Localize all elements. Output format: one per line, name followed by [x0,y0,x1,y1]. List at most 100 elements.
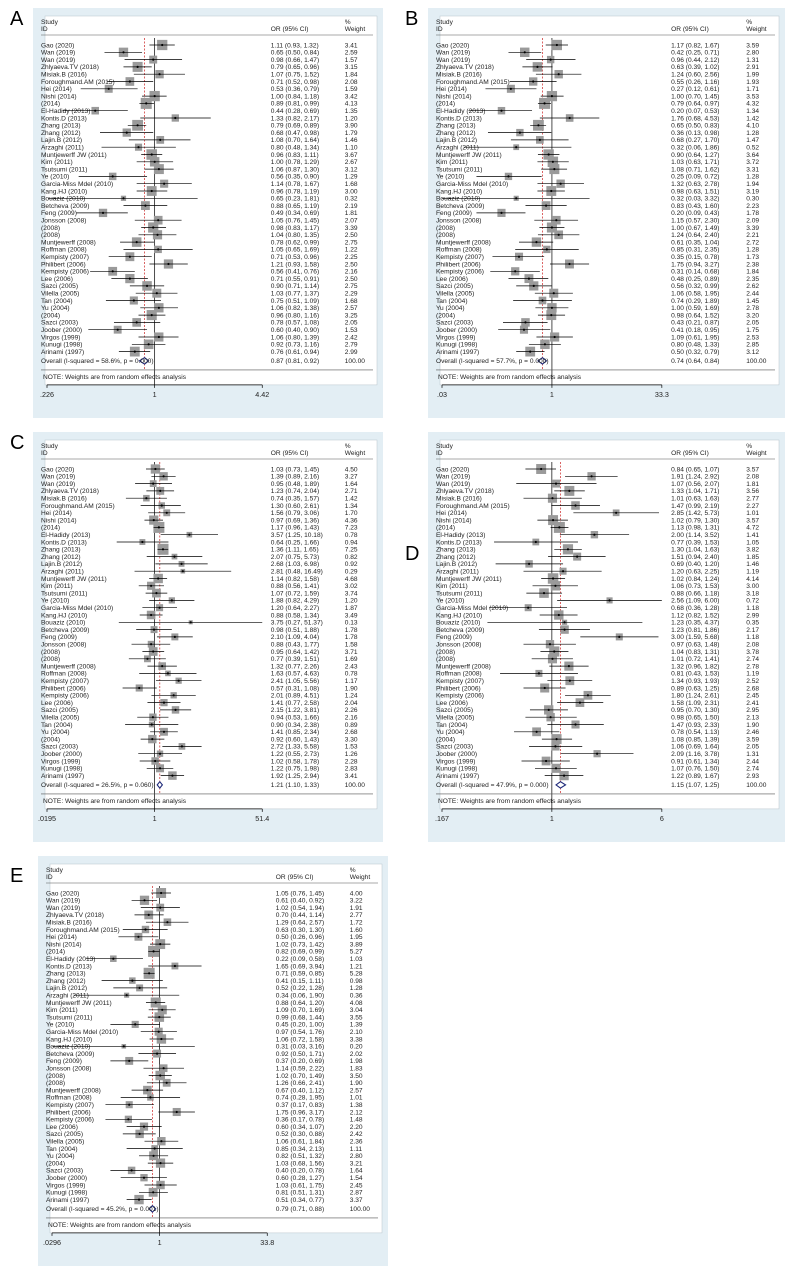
weight-value: 2.80 [746,50,759,57]
point-estimate [551,577,555,580]
header-id: ID [436,450,443,457]
weight-value: 2.12 [350,1109,363,1116]
overall-label: Overall (I-squared = 47.9%, p = 0.000) [436,782,549,789]
or-ci-value: 0.85 (0.31, 2.35) [671,247,719,254]
or-ci-value: 0.98 (0.63, 1.51) [671,188,719,195]
study-label: Vilella (2005) [436,715,474,722]
or-ci-value: 0.40 (0.20, 0.78) [276,1168,324,1175]
weight-value: 1.98 [350,1058,363,1065]
weight-value: 3.64 [746,152,759,159]
weight-value: 0.29 [345,569,358,576]
study-label: El-Hadidy (2013) [436,532,485,539]
study-label: Lee (2006) [436,700,468,707]
point-estimate [173,555,176,558]
or-ci-value: 0.96 (0.80, 1.16) [271,312,319,319]
study-label: Kontis.D (2013) [41,115,87,122]
weight-value: 3.38 [350,1036,363,1043]
study-label: Zhlyaeva.TV (2018) [46,912,104,919]
point-estimate [551,657,554,660]
point-estimate [157,219,160,222]
study-label: Zhang (2013) [46,971,86,978]
weight-value: 1.05 [746,539,759,546]
weight-value: 2.09 [746,218,759,225]
or-ci-value: 2.85 (1.42, 5.73) [671,510,719,517]
or-ci-value: 1.14 (0.78, 1.67) [271,181,319,188]
study-label: (2008) [436,649,455,656]
weight-value: 0.72 [746,598,759,605]
point-estimate [553,650,556,653]
study-label: Joober (2000) [436,327,477,334]
study-label: Feng (2009) [436,634,472,641]
study-label: Misiak.B (2016) [436,72,482,79]
weight-value: 2.45 [350,1182,363,1189]
point-estimate [160,1140,163,1143]
study-label: Hei (2014) [436,86,467,93]
study-label: Lee (2006) [41,700,73,707]
weight-value: 1.38 [350,1102,363,1109]
weight-value: 0.78 [345,671,358,678]
weight-value: 1.93 [746,79,759,86]
or-ci-value: 0.76 (0.61, 0.94) [271,349,319,356]
weight-value: 2.28 [345,758,358,765]
study-label: Bouaziz (2010) [41,196,85,203]
point-estimate [159,489,162,492]
study-label: Kim (2011) [436,159,468,166]
study-label: Wan (2019) [41,57,75,64]
header-study: Study [436,19,454,26]
weight-value: 1.91 [350,905,363,912]
point-estimate [128,255,131,258]
overall-or-ci: 0.79 (0.71, 0.88) [276,1206,324,1213]
or-ci-value: 1.23 (0.81, 1.86) [671,627,719,634]
weight-value: 2.29 [345,291,358,298]
point-estimate [150,153,153,156]
point-estimate [146,657,149,660]
point-estimate [160,504,163,507]
point-estimate [161,43,164,47]
weight-value: 1.95 [350,934,363,941]
header-weight: Weight [746,450,767,457]
weight-value: 3.31 [746,166,759,173]
or-ci-value: 0.90 (0.64, 1.27) [671,152,719,159]
or-ci-value: 2.68 (1.03, 6.98) [271,561,319,568]
weight-value: 3.57 [746,517,759,524]
study-label: (2008) [41,225,60,232]
study-label: Gao (2020) [41,42,74,49]
point-estimate [142,1125,146,1128]
or-ci-value: 0.53 (0.36, 0.79) [271,86,319,93]
point-estimate [150,314,153,317]
or-ci-value: 0.90 (0.71, 1.14) [271,283,319,290]
weight-value: 2.80 [350,1153,363,1160]
study-label: Jonsson (2008) [46,1066,91,1073]
point-estimate [155,292,158,295]
panel-label-a: A [10,8,24,30]
or-ci-value: 2.01 (0.89, 4.51) [271,693,319,700]
overall-diamond [138,357,150,365]
weight-value: 1.21 [350,963,363,970]
or-ci-value: 0.74 (0.29, 1.89) [671,298,719,305]
or-ci-value: 0.95 (0.64, 1.42) [271,649,319,656]
overall-label: Overall (I-squared = 45.2%, p = 0.001) [46,1206,159,1213]
study-label: Ye (2010) [41,174,69,181]
weight-value: 0.52 [746,145,759,152]
study-label: Wan (2019) [46,905,80,912]
or-ci-value: 0.65 (0.23, 1.81) [271,196,319,203]
study-label: Sazci (2003) [436,320,473,327]
study-label: (2014) [41,101,60,108]
or-ci-value: 1.91 (1.24, 2.92) [671,474,719,481]
study-label: Wan (2019) [46,898,80,905]
study-label: Philibert (2006) [436,685,481,692]
weight-value: 2.25 [345,254,358,261]
or-ci-value: 1.13 (0.98, 1.31) [671,525,719,532]
weight-value: 1.81 [746,481,759,488]
study-label: Ye (2010) [436,598,464,605]
weight-value: 2.27 [746,503,759,510]
point-estimate [558,526,561,529]
or-ci-value: 0.41 (0.15, 1.11) [276,978,324,985]
weight-value: 1.60 [350,927,363,934]
weight-value: 1.78 [746,210,759,217]
point-estimate [153,160,156,163]
point-estimate [500,211,503,214]
point-estimate [596,752,599,755]
or-ci-value: 0.84 (0.65, 1.07) [671,466,719,473]
or-ci-value: 2.72 (1.33, 5.58) [271,744,319,751]
